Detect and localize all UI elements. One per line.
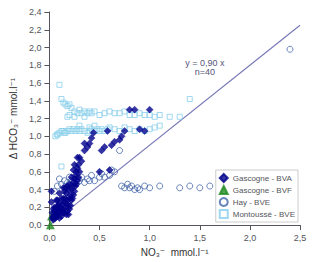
svg-text:0,6: 0,6: [29, 167, 42, 177]
svg-text:0,4: 0,4: [29, 185, 42, 195]
svg-text:2,2: 2,2: [29, 25, 42, 35]
svg-text:0,8: 0,8: [29, 149, 42, 159]
svg-text:0,0: 0,0: [43, 233, 56, 243]
svg-text:0,5: 0,5: [93, 233, 106, 243]
svg-text:1,4: 1,4: [29, 96, 42, 106]
svg-text:n=40: n=40: [195, 67, 215, 77]
svg-text:0,2: 0,2: [29, 202, 42, 212]
svg-text:1,0: 1,0: [143, 233, 156, 243]
svg-text:Gascogne - BVA: Gascogne - BVA: [233, 174, 293, 183]
svg-text:0,0: 0,0: [29, 220, 42, 230]
svg-text:Δ HCO₃⁻ mmol.l⁻¹: Δ HCO₃⁻ mmol.l⁻¹: [8, 77, 19, 159]
svg-text:y = 0,90 x: y = 0,90 x: [185, 57, 225, 68]
svg-text:1,5: 1,5: [194, 233, 207, 243]
svg-text:2,4: 2,4: [29, 7, 42, 17]
svg-text:1,0: 1,0: [29, 131, 42, 141]
svg-text:2,0: 2,0: [244, 233, 257, 243]
svg-text:Gascogne - BVF: Gascogne - BVF: [233, 186, 292, 195]
svg-text:NO₃⁻ mmol.l⁻¹: NO₃⁻ mmol.l⁻¹: [141, 247, 210, 258]
svg-text:Montoussé - BVE: Montoussé - BVE: [233, 210, 295, 219]
svg-text:1,2: 1,2: [29, 114, 42, 124]
svg-text:Hay - BVE: Hay - BVE: [233, 198, 270, 207]
svg-text:1,8: 1,8: [29, 60, 42, 70]
svg-text:2,0: 2,0: [29, 43, 42, 53]
svg-text:2,5: 2,5: [294, 233, 307, 243]
svg-text:1,6: 1,6: [29, 78, 42, 88]
